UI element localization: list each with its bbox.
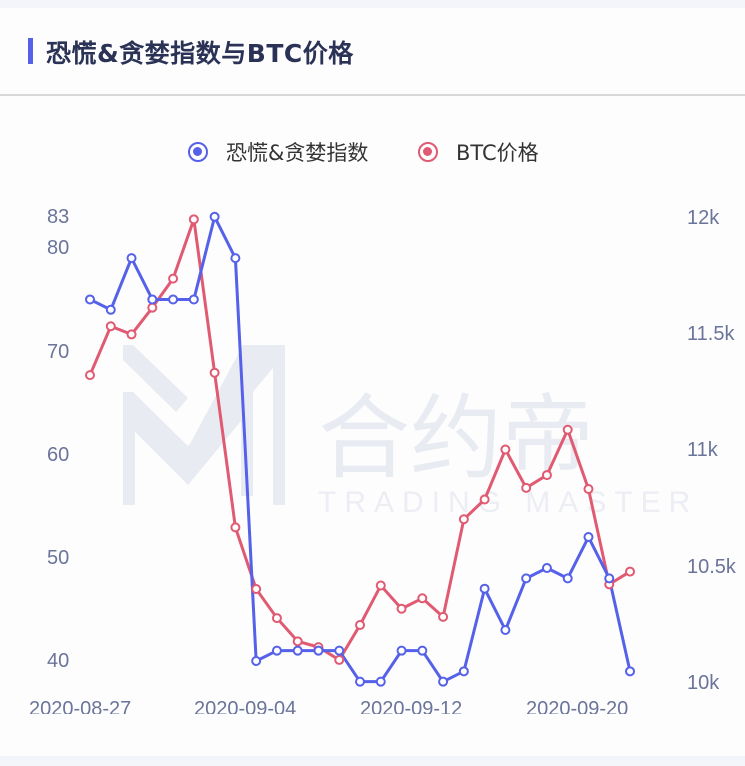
data-point[interactable]	[355, 620, 366, 631]
data-point[interactable]	[209, 367, 220, 378]
data-point[interactable]	[625, 666, 636, 677]
data-point[interactable]	[417, 645, 428, 656]
data-point[interactable]	[147, 294, 158, 305]
watermark-text: 合约帝	[318, 385, 594, 492]
circle-marker-icon	[418, 142, 438, 162]
data-point[interactable]	[251, 584, 262, 594]
data-point[interactable]	[230, 253, 241, 264]
x-axis-tick: 2020-09-04	[194, 700, 297, 714]
data-point[interactable]	[126, 253, 137, 264]
left-axis-tick: 60	[47, 444, 70, 466]
data-point[interactable]	[168, 294, 179, 305]
data-point[interactable]	[583, 532, 594, 543]
data-point[interactable]	[188, 214, 199, 225]
data-point[interactable]	[375, 580, 386, 591]
data-point[interactable]	[479, 583, 490, 594]
data-point[interactable]	[583, 484, 594, 495]
data-point[interactable]	[126, 329, 137, 340]
card-header: 恐慌&贪婪指数与BTC价格	[0, 8, 745, 96]
data-point[interactable]	[313, 645, 324, 656]
data-point[interactable]	[541, 470, 552, 481]
data-point[interactable]	[334, 654, 345, 665]
watermark-subtext: TRADING MASTER	[318, 486, 698, 519]
data-point[interactable]	[479, 494, 490, 505]
left-axis-tick: 80	[47, 237, 70, 259]
data-point[interactable]	[251, 656, 262, 666]
legend-label: 恐慌&贪婪指数	[226, 141, 369, 165]
data-point[interactable]	[188, 294, 199, 305]
x-axis-tick: 2020-08-27	[29, 700, 132, 714]
circle-marker-icon	[188, 142, 208, 162]
data-point[interactable]	[562, 573, 573, 584]
data-point[interactable]	[500, 444, 511, 455]
data-point[interactable]	[438, 611, 449, 622]
data-point[interactable]	[271, 645, 282, 656]
data-point[interactable]	[271, 613, 282, 624]
data-point[interactable]	[85, 294, 95, 305]
right-axis-tick: 11.5k	[687, 323, 735, 345]
legend-label: BTC价格	[456, 141, 539, 165]
series-layer	[85, 211, 636, 687]
legend-item-fear-greed[interactable]: 恐慌&贪婪指数	[188, 137, 368, 167]
chart-title: 恐慌&贪婪指数与BTC价格	[46, 39, 354, 68]
data-point[interactable]	[500, 625, 511, 636]
data-point[interactable]	[458, 514, 469, 525]
data-point[interactable]	[375, 676, 386, 687]
data-point[interactable]	[521, 573, 532, 584]
right-axis-tick: 12k	[687, 207, 720, 229]
left-axis-tick: 70	[47, 341, 70, 363]
data-point[interactable]	[438, 676, 449, 687]
data-point[interactable]	[209, 211, 220, 222]
data-point[interactable]	[230, 522, 241, 533]
left-axis-tick: 50	[47, 547, 70, 569]
title-accent-bar	[28, 38, 33, 64]
right-axis-tick: 11k	[687, 439, 718, 461]
data-point[interactable]	[105, 304, 116, 315]
left-axis-tick: 83	[47, 206, 70, 228]
legend-item-btc-price[interactable]: BTC价格	[418, 137, 539, 167]
data-point[interactable]	[168, 273, 179, 284]
right-axis-tick: 10k	[687, 672, 720, 694]
data-point[interactable]	[85, 370, 95, 381]
data-point[interactable]	[625, 566, 636, 577]
data-point[interactable]	[355, 676, 366, 687]
chart-card: 恐慌&贪婪指数与BTC价格	[0, 8, 745, 756]
data-point[interactable]	[417, 593, 428, 604]
bottom-band	[0, 756, 745, 766]
data-point[interactable]	[147, 302, 158, 313]
right-axis-tick: 10.5k	[687, 556, 736, 578]
left-axis-tick: 40	[47, 650, 70, 672]
data-point[interactable]	[396, 645, 407, 656]
data-point[interactable]	[458, 666, 469, 677]
data-point[interactable]	[541, 563, 552, 574]
data-point[interactable]	[105, 321, 116, 332]
x-axis-tick: 2020-09-20	[526, 700, 629, 714]
chart-legend: 恐慌&贪婪指数 BTC价格	[0, 137, 745, 167]
data-point[interactable]	[292, 645, 303, 656]
header-divider	[0, 94, 745, 96]
data-point[interactable]	[521, 482, 532, 493]
data-point[interactable]	[334, 645, 345, 656]
x-axis-tick: 2020-09-12	[360, 700, 463, 714]
data-point[interactable]	[604, 573, 615, 584]
data-point[interactable]	[396, 603, 407, 614]
data-point[interactable]	[292, 636, 303, 647]
data-point[interactable]	[562, 424, 573, 435]
watermark-logo-icon	[123, 345, 285, 505]
